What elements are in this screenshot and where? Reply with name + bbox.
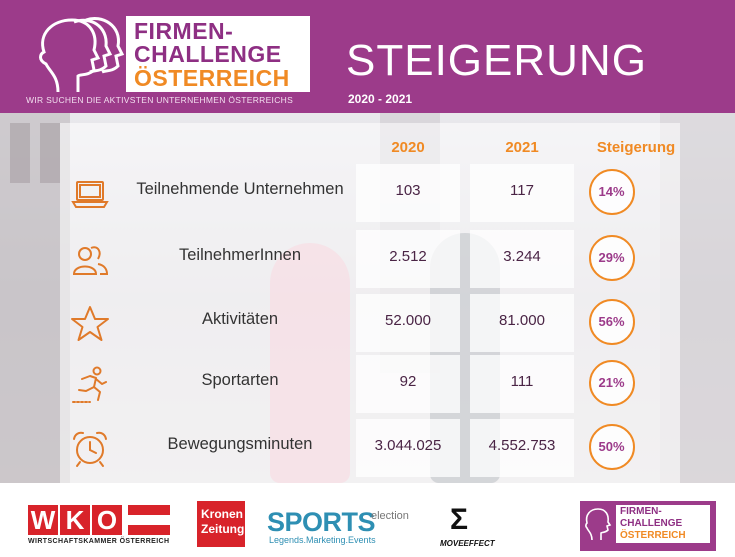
increase-badge: 29% [589, 235, 635, 281]
value-2021: 4.552.753 [488, 437, 556, 454]
value-2020-cell: 2.512 [356, 230, 460, 288]
laptop-icon [71, 181, 109, 208]
profile-heads-icon [39, 17, 125, 93]
value-2020-cell: 92 [356, 355, 460, 413]
row-label: TeilnehmerInnen [179, 246, 301, 264]
row-label: Sportarten [201, 371, 279, 389]
sigma-mark-icon: Σ [450, 503, 469, 536]
sports-election-logo: SPORTS election Legends.Marketing.Events [267, 507, 417, 547]
firmen-challenge-small-logo: FIRMEN- CHALLENGE ÖSTERREICH [580, 501, 716, 551]
tagline: WIR SUCHEN DIE AKTIVSTEN UNTERNEHMEN ÖST… [26, 95, 294, 105]
austria-flag-icon [128, 505, 170, 535]
value-2020: 3.044.025 [374, 437, 442, 454]
krone-line-1: Kronen [201, 507, 243, 521]
value-2021: 111 [510, 373, 534, 390]
increase-badge: 56% [589, 299, 635, 345]
value-2021: 81.000 [499, 312, 545, 329]
fc-small-line-1: FIRMEN- [620, 506, 662, 517]
sports-election-text: election [371, 510, 409, 522]
wko-subtitle: WIRTSCHAFTSKAMMER ÖSTERREICH [28, 538, 170, 545]
runner-icon [72, 366, 107, 403]
sports-subtitle: Legends.Marketing.Events [269, 535, 376, 545]
increase-badge: 21% [589, 360, 635, 406]
value-2020-cell: 3.044.025 [356, 419, 460, 477]
increase-value: 50% [598, 439, 625, 454]
year-range: 2020 - 2021 [348, 92, 413, 106]
table-row: Aktivitäten 52.000 81.000 56% [62, 292, 682, 354]
table-row: TeilnehmerInnen 2.512 3.244 29% [62, 228, 682, 290]
value-2020: 92 [399, 373, 417, 390]
row-label: Aktivitäten [201, 310, 279, 328]
column-header-2021: 2021 [505, 139, 539, 156]
table-row: Bewegungsminuten 3.044.025 4.552.753 50% [62, 417, 682, 479]
increase-value: 29% [598, 250, 625, 265]
value-2020: 52.000 [385, 312, 431, 329]
value-2021-cell: 111 [470, 355, 574, 413]
firmen-challenge-logo: FIRMEN- CHALLENGE ÖSTERREICH [126, 16, 310, 92]
increase-value: 14% [598, 184, 625, 199]
page-title: STEIGERUNG [346, 36, 647, 85]
fc-small-line-3: ÖSTERREICH [620, 530, 686, 541]
header-banner: FIRMEN- CHALLENGE ÖSTERREICH WIR SUCHEN … [0, 0, 735, 113]
increase-badge: 14% [589, 169, 635, 215]
kronen-zeitung-logo: Kronen Zeitung [197, 501, 245, 547]
value-2021-cell: 3.244 [470, 230, 574, 288]
profile-heads-icon [585, 508, 612, 541]
value-2021: 3.244 [503, 248, 541, 265]
column-header-steigerung: Steigerung [596, 139, 676, 156]
value-2020-cell: 103 [356, 164, 460, 222]
table-row: Teilnehmende Unternehmen 103 117 14% [62, 162, 682, 224]
star-icon [71, 306, 109, 341]
sports-main: SPORTS [267, 507, 376, 537]
logo-line-2: CHALLENGE [134, 41, 282, 67]
row-label: Teilnehmende Unternehmen [136, 180, 344, 198]
alarm-clock-icon [73, 431, 107, 467]
value-2021-cell: 4.552.753 [470, 419, 574, 477]
value-2020: 2.512 [389, 248, 427, 265]
people-icon [72, 246, 109, 275]
value-2020: 103 [395, 182, 421, 199]
wko-letter: O [92, 505, 122, 535]
value-2021: 117 [510, 182, 534, 199]
moveeffect-logo: Σ MOVEEFFECT [440, 503, 500, 551]
value-2020-cell: 52.000 [356, 294, 460, 352]
table-row: Sportarten 92 111 21% [62, 353, 682, 415]
value-2021-cell: 117 [470, 164, 574, 222]
logo-line-1: FIRMEN- [134, 18, 234, 44]
increase-value: 21% [598, 375, 625, 390]
wko-letter: K [60, 505, 90, 535]
increase-badge: 50% [589, 424, 635, 470]
logo-line-3: ÖSTERREICH [134, 65, 290, 91]
row-label: Bewegungsminuten [167, 435, 313, 453]
krone-line-2: Zeitung [201, 522, 245, 536]
column-header-2020: 2020 [391, 139, 425, 156]
fc-small-line-2: CHALLENGE [620, 518, 683, 529]
increase-value: 56% [598, 314, 625, 329]
wko-letter: W [28, 505, 58, 535]
moveeffect-text: MOVEEFFECT [440, 539, 495, 548]
value-2021-cell: 81.000 [470, 294, 574, 352]
